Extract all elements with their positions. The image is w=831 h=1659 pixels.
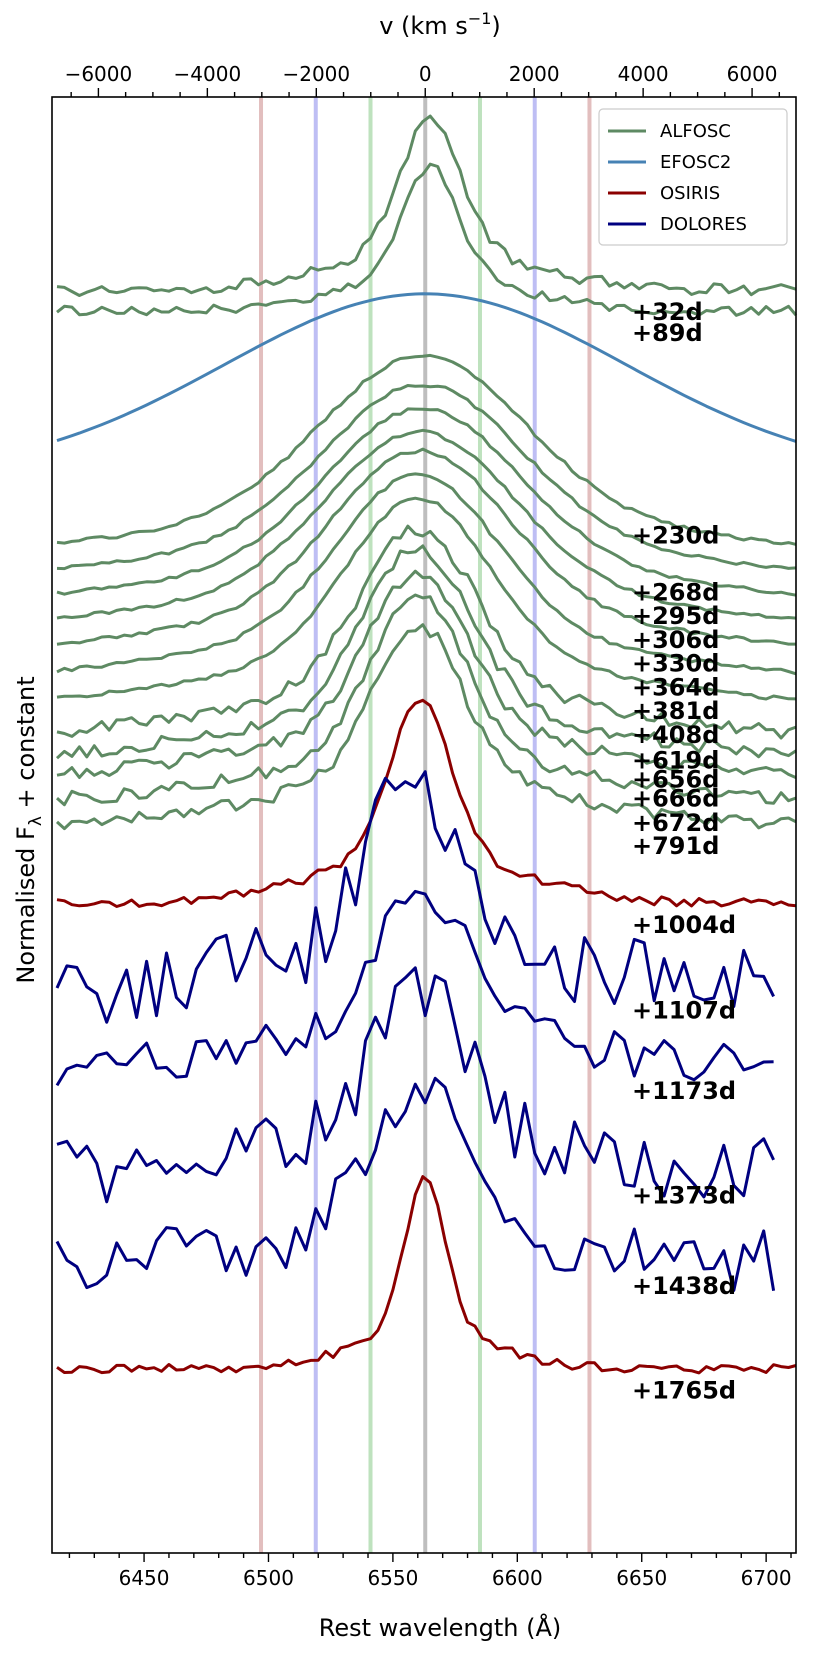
legend: ALFOSC EFOSC2 OSIRIS DOLORES	[598, 108, 788, 246]
epoch-label-1107d: +1107d	[632, 996, 736, 1024]
spectrum-line-791d	[55, 623, 797, 831]
epoch-label-791d: +791d	[632, 832, 719, 860]
spectra-series	[55, 114, 798, 1375]
x-tick-label: 6500	[243, 1566, 294, 1590]
epoch-label-330d: +330d	[632, 650, 719, 678]
x-tick-label: 6600	[492, 1566, 543, 1590]
spectrum-line-408d	[56, 496, 797, 701]
top-tick-label: 0	[419, 62, 432, 86]
top-axis-label: v (km s−1)	[379, 9, 501, 40]
spectrum-line-656d	[55, 544, 797, 760]
epoch-label-619d: +619d	[632, 746, 719, 774]
epoch-label-295d: +295d	[632, 602, 719, 630]
epoch-label-1173d: +1173d	[632, 1077, 736, 1105]
top-tick-label: −2000	[282, 62, 350, 86]
epoch-labels: +32d+89d +230d +268d+295d+306d+330d+364d+3…	[632, 298, 736, 1404]
spectrum-line-330d	[56, 428, 797, 620]
epoch-label-408d: +408d	[632, 721, 719, 749]
plot-frame	[51, 96, 797, 1554]
epoch-label-672d: +672d	[632, 809, 719, 837]
spectrum-line-1438d	[55, 1076, 776, 1292]
x-tick-label: 6450	[119, 1566, 170, 1590]
spectrum-line-89d	[56, 162, 798, 317]
top-tick-label: 6000	[727, 62, 778, 86]
spectrum-line-364d	[56, 447, 796, 646]
x-tick-label: 6700	[741, 1566, 792, 1590]
epoch-label-268d: +268d	[632, 578, 719, 606]
spectrum-line-295d	[56, 384, 797, 571]
spectrum-line-1373d	[56, 966, 775, 1204]
legend-items: ALFOSC EFOSC2 OSIRIS DOLORES	[608, 121, 747, 235]
spectrum-line-1173d	[55, 889, 774, 1087]
epoch-label-306d: +306d	[632, 626, 719, 654]
spectrum-line-268d	[56, 353, 797, 546]
legend-label-osiris: OSIRIS	[660, 183, 720, 204]
y-axis-label: Normalised Fλ + constant	[12, 676, 46, 983]
legend-label-dolores: DOLORES	[660, 214, 747, 235]
legend-label-alfosc: ALFOSC	[660, 121, 731, 142]
top-tick-label: −4000	[174, 62, 242, 86]
top-tick-label: 2000	[509, 62, 560, 86]
epoch-label-656d: +656d	[632, 765, 719, 793]
spectrum-line-666d	[56, 569, 797, 779]
epoch-label-381d: +381d	[632, 697, 719, 725]
epoch-label-666d: +666d	[632, 784, 719, 812]
spectrum-line-672d	[56, 593, 797, 807]
reference-lines	[259, 97, 592, 1553]
spectrum-line-1004d	[56, 698, 797, 908]
top-tick-label: −6000	[65, 62, 133, 86]
legend-label-efosc2: EFOSC2	[660, 152, 731, 173]
spectrum-line-230d	[56, 292, 797, 443]
spectrum-line-306d	[56, 407, 797, 597]
epoch-label-364d: +364d	[632, 673, 719, 701]
epoch-label-230d: +230d	[632, 521, 719, 549]
x-axis-label: Rest wavelength (Å)	[319, 1613, 561, 1642]
epoch-label-1004d: +1004d	[632, 911, 736, 939]
top-axis: −6000 −4000 −2000 0 2000 4000 6000	[65, 62, 781, 97]
epoch-label-1765d: +1765d	[632, 1376, 736, 1404]
bottom-axis: 6450 6500 6550 6600 6650 6700	[68, 1553, 792, 1590]
legend-box	[598, 108, 788, 246]
epoch-label-89d: +89d	[632, 319, 703, 347]
x-tick-label: 6650	[616, 1566, 667, 1590]
spectrum-line-1765d	[56, 1175, 797, 1375]
spectrum-line-619d	[56, 524, 797, 740]
x-tick-label: 6550	[367, 1566, 418, 1590]
spectrum-line-1107d	[55, 770, 775, 1024]
spectrum-line-381d	[56, 472, 797, 676]
top-tick-label: 4000	[618, 62, 669, 86]
epoch-label-1373d: +1373d	[632, 1182, 736, 1210]
epoch-label-32d: +32d	[632, 298, 703, 326]
epoch-label-1438d: +1438d	[632, 1272, 736, 1300]
spectrum-line-32d	[56, 114, 797, 297]
